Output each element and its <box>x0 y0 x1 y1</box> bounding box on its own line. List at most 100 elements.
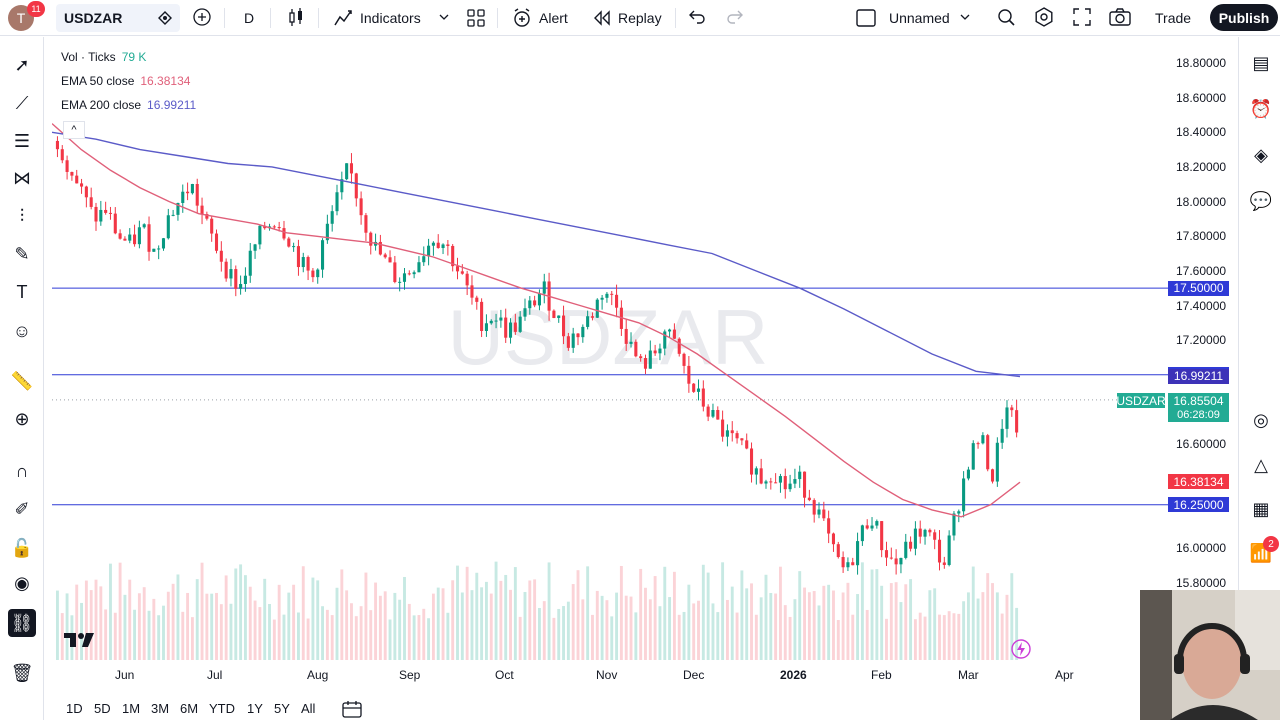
volume-legend[interactable]: Vol · Ticks 79 K <box>61 50 146 64</box>
range-button-3m[interactable]: 3M <box>151 701 170 716</box>
target-icon[interactable]: ◎ <box>1253 409 1269 430</box>
top-toolbar: T 11 USDZAR D Indicators Alert Replay Un… <box>0 0 1280 36</box>
candle-body <box>711 409 715 417</box>
range-button-6m[interactable]: 6M <box>180 701 199 716</box>
text-icon[interactable]: T <box>16 281 28 302</box>
ideas-icon[interactable]: △ <box>1254 454 1268 475</box>
volume-bar <box>383 591 387 660</box>
candle-body <box>600 297 604 300</box>
eye-icon[interactable]: ◉ <box>14 572 30 593</box>
ema200-legend[interactable]: EMA 200 close 16.99211 <box>61 98 196 112</box>
fullscreen-icon[interactable] <box>1073 8 1091 26</box>
publish-button[interactable]: Publish <box>1210 4 1278 31</box>
ema200-line[interactable] <box>52 131 1021 378</box>
add-symbol-icon[interactable] <box>193 8 211 26</box>
candle-body <box>754 468 758 475</box>
volume-bar <box>190 617 194 660</box>
ema50-line[interactable] <box>52 123 1021 518</box>
volume-bar <box>894 582 898 660</box>
volume-bar <box>779 566 782 660</box>
layout-icon[interactable] <box>856 9 876 27</box>
brush-icon[interactable]: ✎ <box>14 243 30 264</box>
candle-body <box>325 223 329 241</box>
symbol-price-tag: USDZAR <box>1116 393 1166 408</box>
candle-body <box>764 481 768 484</box>
candle-body <box>219 250 223 262</box>
candle-body <box>1005 407 1009 429</box>
calendar-icon[interactable]: ▦ <box>1252 498 1270 519</box>
alert-button[interactable]: Alert <box>512 4 568 32</box>
volume-bar <box>301 566 305 660</box>
redo-icon[interactable] <box>727 10 743 24</box>
magnet-icon[interactable]: ∩ <box>15 460 29 481</box>
templates-grid-icon[interactable] <box>467 9 485 27</box>
zoom-icon[interactable]: ⊕ <box>14 408 30 429</box>
ema50-legend-value: 16.38134 <box>140 74 191 88</box>
range-button-1y[interactable]: 1Y <box>247 701 263 716</box>
link-icon[interactable]: ⛓ <box>8 609 36 637</box>
lightning-icon[interactable] <box>1011 639 1031 659</box>
price-axis-label: 18.20000 <box>1176 159 1227 174</box>
chat-icon[interactable]: 💬 <box>1249 190 1273 211</box>
indicators-button[interactable]: Indicators <box>334 4 421 32</box>
interval-button[interactable]: D <box>244 10 255 26</box>
range-button-5d[interactable]: 5D <box>94 701 111 716</box>
trash-icon[interactable]: 🗑 <box>10 662 34 683</box>
pattern-icon[interactable]: ⋈ <box>13 167 31 188</box>
range-button-1d[interactable]: 1D <box>66 701 83 716</box>
volume-bar <box>234 568 238 660</box>
candle-body <box>306 257 310 271</box>
ruler-icon[interactable]: 📏 <box>10 370 34 391</box>
trend-line-icon[interactable]: ⟋ <box>15 92 29 113</box>
fib-lines-icon[interactable]: ☰ <box>13 130 31 151</box>
candle-body <box>349 163 354 174</box>
range-button-1m[interactable]: 1M <box>122 701 141 716</box>
candle-body <box>701 388 705 407</box>
tradingview-logo-icon[interactable] <box>64 632 94 648</box>
volume-bar <box>624 595 628 660</box>
candle-body <box>128 234 132 241</box>
candle-body <box>966 469 970 479</box>
quick-search-icon[interactable] <box>996 7 1016 27</box>
price-chart[interactable]: USDZAR <box>52 40 1232 690</box>
volume-bar <box>836 619 840 660</box>
volume-bar <box>113 612 117 660</box>
range-button-all[interactable]: All <box>301 701 316 716</box>
candle-body <box>292 246 296 248</box>
candle-body <box>311 270 315 278</box>
candles-type-icon[interactable] <box>287 8 305 28</box>
undo-icon[interactable] <box>689 10 705 24</box>
symbol-watermark: USDZAR <box>448 293 769 381</box>
watchlist-icon[interactable]: ▤ <box>1252 52 1270 73</box>
collapse-legend-button[interactable]: ^ <box>63 121 85 139</box>
candle-body <box>957 511 961 514</box>
trade-button[interactable]: Trade <box>1155 10 1192 26</box>
candle-body <box>518 316 522 332</box>
volume-bar <box>431 593 435 660</box>
date-range-icon[interactable] <box>342 700 362 718</box>
settings-gear-icon[interactable] <box>1034 7 1054 27</box>
volume-bar <box>865 609 869 660</box>
forecast-icon[interactable]: ⫶ <box>19 205 25 226</box>
volume-bar <box>60 613 64 660</box>
ema50-legend[interactable]: EMA 50 close 16.38134 <box>61 74 190 88</box>
chevron-down-icon[interactable] <box>439 13 449 21</box>
volume-bar <box>557 608 561 660</box>
volume-bar <box>403 576 406 660</box>
layers-icon[interactable]: ◈ <box>1254 144 1268 165</box>
emoji-icon[interactable]: ☺ <box>12 320 32 341</box>
range-button-5y[interactable]: 5Y <box>274 701 290 716</box>
camera-icon[interactable] <box>1109 8 1131 26</box>
volume-bar <box>634 612 638 660</box>
symbol-sync-icon[interactable] <box>157 10 173 26</box>
cursor-icon[interactable]: ➚ <box>14 54 30 75</box>
volume-bar <box>268 603 271 660</box>
lock-drawing-icon[interactable]: ✐ <box>14 498 30 519</box>
replay-button[interactable]: Replay <box>593 4 662 32</box>
candle-body <box>84 186 88 198</box>
range-button-ytd[interactable]: YTD <box>209 701 235 716</box>
chevron-down-icon[interactable] <box>960 13 970 21</box>
layout-name-button[interactable]: Unnamed <box>889 10 950 26</box>
alarm-clock-icon[interactable]: ⏰ <box>1249 98 1273 119</box>
lock-icon[interactable]: 🔓 <box>10 537 34 558</box>
